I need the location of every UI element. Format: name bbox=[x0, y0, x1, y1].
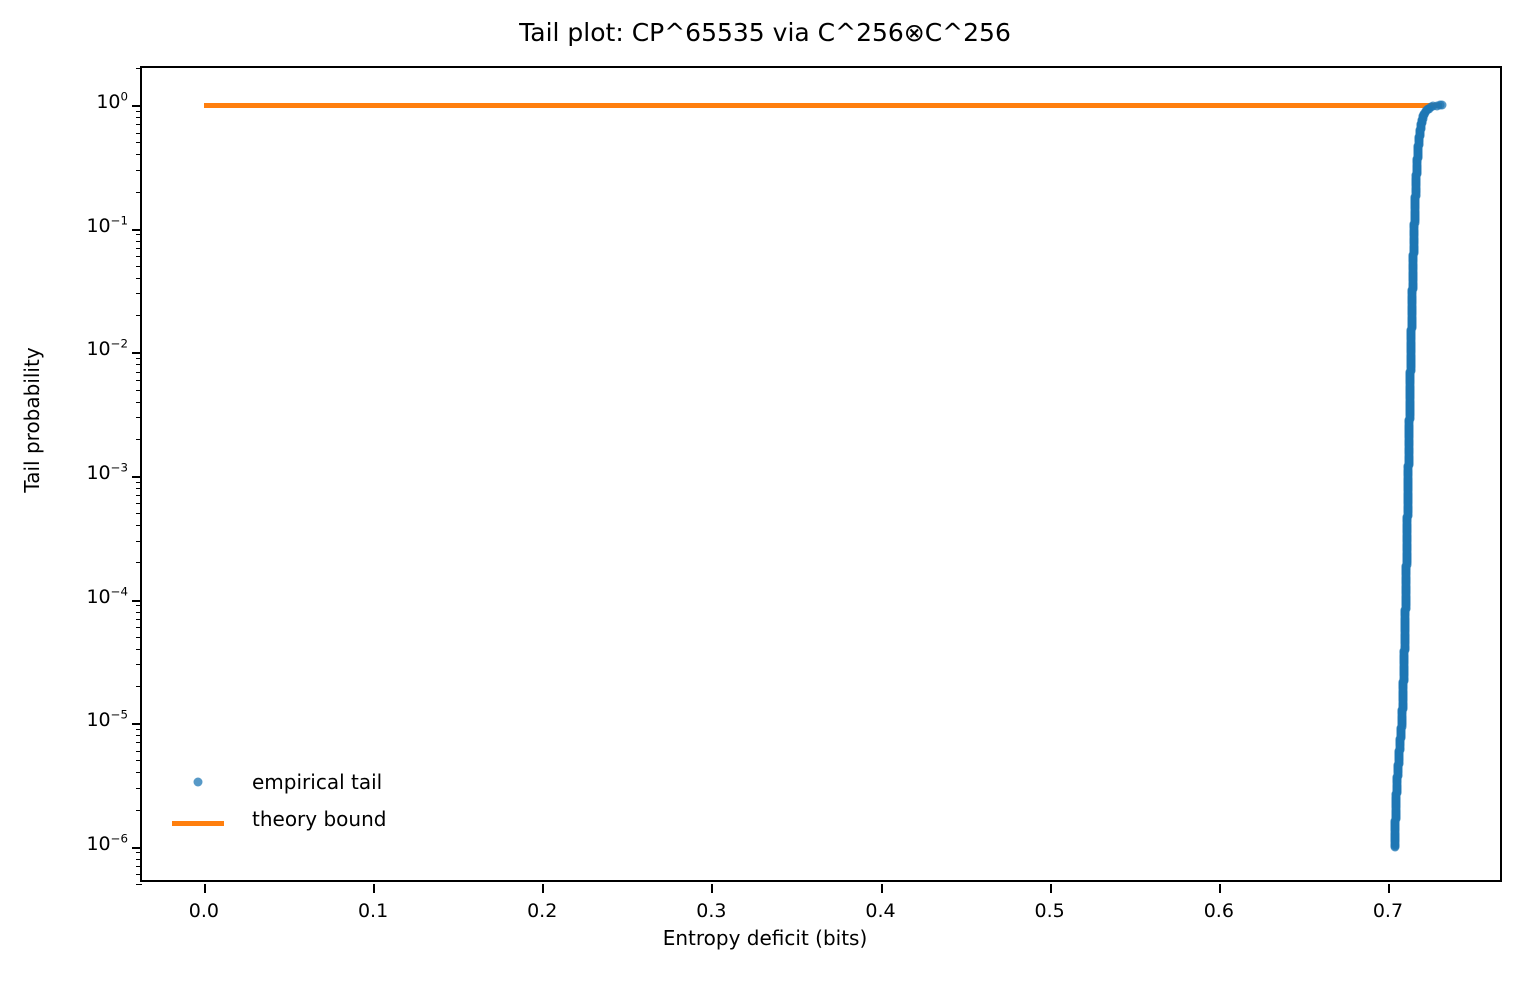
x-tick-label: 0.3 bbox=[696, 900, 727, 922]
y-tick-label: 10−4 bbox=[86, 584, 128, 608]
y-tick-minor bbox=[136, 110, 142, 112]
legend-label-empirical-tail: empirical tail bbox=[252, 770, 383, 794]
chart-title: Tail plot: CP^65535 via C^256⊗C^256 bbox=[519, 18, 1011, 47]
y-tick-minor bbox=[136, 772, 142, 774]
legend-item-empirical-tail: empirical tail bbox=[162, 768, 462, 805]
y-tick-major bbox=[132, 476, 142, 478]
legend-item-theory-bound: theory bound bbox=[162, 805, 462, 842]
x-tick-label: 0.6 bbox=[1203, 900, 1234, 922]
y-tick-minor bbox=[136, 154, 142, 156]
y-tick-minor bbox=[136, 277, 142, 279]
y-tick-minor bbox=[136, 787, 142, 789]
y-tick-major bbox=[132, 599, 142, 602]
y-tick-minor bbox=[136, 513, 142, 515]
y-tick-minor bbox=[136, 728, 142, 730]
y-tick-minor bbox=[136, 481, 142, 483]
x-tick-major bbox=[1387, 884, 1390, 893]
y-tick-minor bbox=[136, 562, 142, 564]
x-tick-major bbox=[203, 884, 206, 893]
y-tick-minor bbox=[136, 648, 142, 650]
x-tick-label: 0.2 bbox=[527, 900, 558, 922]
x-tick-major bbox=[880, 884, 883, 893]
y-tick-minor bbox=[136, 132, 142, 134]
y-tick-minor bbox=[136, 358, 142, 360]
y-tick-minor bbox=[136, 874, 142, 876]
y-tick-minor bbox=[136, 525, 142, 527]
y-tick-major bbox=[132, 723, 142, 726]
y-tick-minor bbox=[136, 636, 142, 638]
y-tick-minor bbox=[136, 266, 142, 267]
y-tick-minor bbox=[136, 240, 142, 242]
y-axis-label: Tail probability bbox=[20, 347, 44, 493]
y-tick-label: 100 bbox=[96, 89, 128, 114]
y-tick-minor bbox=[136, 627, 142, 629]
y-tick-minor bbox=[136, 618, 142, 620]
x-tick-label: 0.7 bbox=[1372, 900, 1404, 922]
y-tick-minor bbox=[136, 605, 142, 607]
y-tick-minor bbox=[136, 191, 142, 193]
y-tick-label: 10−5 bbox=[86, 707, 128, 732]
y-tick-major bbox=[132, 228, 142, 231]
chart-legend: empirical tail theory bound bbox=[162, 768, 462, 842]
y-tick-minor bbox=[136, 742, 142, 744]
y-tick-minor bbox=[136, 760, 142, 762]
y-tick-minor bbox=[136, 389, 142, 391]
y-tick-minor bbox=[136, 735, 142, 737]
x-tick-label: 0.1 bbox=[357, 900, 389, 922]
y-tick-minor bbox=[136, 68, 142, 69]
data-point bbox=[1437, 100, 1447, 110]
y-tick-label: 10−3 bbox=[86, 460, 128, 484]
y-tick-minor bbox=[136, 142, 142, 144]
y-tick-minor bbox=[136, 401, 142, 403]
y-tick-minor bbox=[136, 256, 142, 258]
x-tick-major bbox=[1218, 884, 1221, 893]
y-tick-label: 10−1 bbox=[86, 213, 128, 237]
y-tick-minor bbox=[136, 417, 142, 419]
y-tick-minor bbox=[136, 234, 142, 236]
y-tick-label: 10−6 bbox=[86, 831, 128, 855]
y-tick-minor bbox=[136, 858, 142, 860]
y-tick-minor bbox=[136, 364, 142, 366]
y-tick-minor bbox=[136, 664, 142, 666]
y-tick-major bbox=[132, 846, 142, 849]
y-tick-minor bbox=[136, 540, 142, 542]
plot-area bbox=[142, 68, 1500, 880]
y-tick-minor bbox=[136, 124, 142, 126]
y-tick-minor bbox=[136, 503, 142, 505]
x-tick-label: 0.5 bbox=[1034, 900, 1065, 922]
y-tick-minor bbox=[136, 371, 142, 373]
y-tick-minor bbox=[136, 685, 142, 687]
legend-marker-dot-icon bbox=[193, 777, 203, 787]
legend-label-theory-bound: theory bound bbox=[252, 807, 387, 831]
x-tick-label: 0.0 bbox=[188, 900, 220, 922]
x-axis-label: Entropy deficit (bits) bbox=[662, 926, 868, 950]
y-tick-minor bbox=[136, 495, 142, 497]
y-tick-major bbox=[132, 352, 142, 355]
x-tick-major bbox=[1049, 884, 1052, 893]
y-tick-minor bbox=[136, 247, 142, 249]
y-tick-minor bbox=[136, 293, 142, 295]
x-tick-label: 0.4 bbox=[865, 900, 896, 922]
y-tick-minor bbox=[136, 169, 142, 171]
y-tick-minor bbox=[136, 379, 142, 381]
x-tick-major bbox=[711, 884, 714, 893]
y-tick-minor bbox=[136, 315, 142, 317]
y-tick-minor bbox=[136, 852, 142, 854]
y-tick-minor bbox=[136, 487, 142, 489]
y-tick-minor bbox=[136, 438, 142, 440]
y-tick-minor bbox=[136, 611, 142, 613]
x-tick-major bbox=[542, 884, 545, 893]
y-tick-major bbox=[132, 105, 142, 108]
legend-marker-line-icon bbox=[172, 821, 224, 826]
theory-bound-line bbox=[203, 102, 1443, 108]
y-tick-minor bbox=[136, 809, 142, 811]
x-tick-major bbox=[373, 884, 376, 893]
y-tick-minor bbox=[136, 117, 142, 119]
axes-frame: 100 10−1 10−2 10−3 10−4 10−5 10−6 0.0 0.1 0.2 0.3… bbox=[86, 66, 1502, 922]
y-tick-minor bbox=[136, 884, 142, 885]
y-tick-minor bbox=[136, 750, 142, 752]
y-tick-minor bbox=[136, 865, 142, 867]
y-tick-label: 10−2 bbox=[86, 337, 128, 361]
